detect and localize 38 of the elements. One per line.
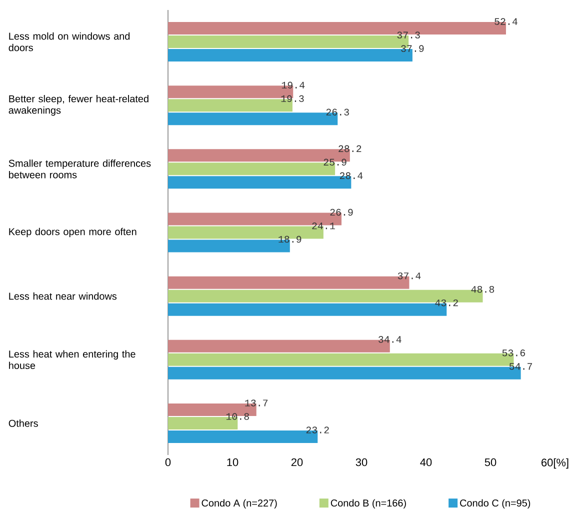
x-tick-label: 60[%] xyxy=(542,458,568,469)
x-tick-label: 40 xyxy=(420,458,432,466)
data-label: 23.2 xyxy=(306,426,329,434)
data-label: 28.4 xyxy=(340,172,363,180)
data-label: 19.3 xyxy=(281,95,304,102)
y-tick-label: Less heat near windows xyxy=(9,292,117,300)
data-label: 54.7 xyxy=(509,363,532,370)
data-label: 18.9 xyxy=(278,236,302,243)
data-label: 37.4 xyxy=(398,272,421,280)
data-label: 13.7 xyxy=(245,400,268,406)
x-tick-label: 20 xyxy=(291,458,303,466)
data-label: 37.9 xyxy=(401,45,424,52)
data-label: 28.2 xyxy=(338,145,362,152)
x-tick-label: 30 xyxy=(356,458,368,466)
x-tick-label: 50 xyxy=(484,458,496,466)
data-label: 25.9 xyxy=(324,158,346,166)
data-label: 34.4 xyxy=(378,336,402,343)
data-label: 24.1 xyxy=(312,222,335,230)
y-tick-label: Others xyxy=(8,420,38,427)
data-label: 37.3 xyxy=(397,32,420,38)
data-label: 26.3 xyxy=(326,108,349,116)
x-tick-label: 10 xyxy=(227,458,238,466)
data-label: 53.6 xyxy=(502,350,526,356)
data-label: 10.8 xyxy=(226,413,249,420)
y-tick-label: Smaller temperature differences between rooms xyxy=(8,160,151,178)
y-tick-label: Less heat when entering the house xyxy=(9,350,136,370)
data-label: 48.8 xyxy=(471,286,494,293)
data-label: 43.2 xyxy=(435,299,458,306)
data-label: 26.9 xyxy=(330,208,353,216)
legend-label: Condo A (n=227) xyxy=(202,499,277,509)
legend-label: Condo B (n=166) xyxy=(330,499,406,509)
data-label: 52.4 xyxy=(494,18,518,25)
y-tick-label: Less mold on windows and doors xyxy=(8,32,130,52)
x-tick-label: 0 xyxy=(165,458,171,466)
y-tick-label: Better sleep, fewer heat-related awakenings xyxy=(8,94,148,116)
legend-label: Condo C (n=95) xyxy=(460,499,530,509)
data-label: 19.4 xyxy=(282,82,305,89)
y-tick-label: Keep doors open more often xyxy=(9,228,136,238)
